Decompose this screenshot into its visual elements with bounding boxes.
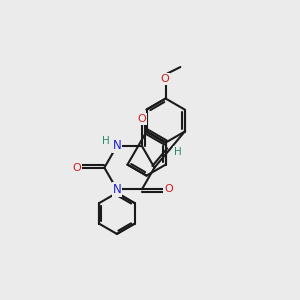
Text: H: H <box>173 146 181 157</box>
Text: O: O <box>164 184 173 194</box>
Text: N: N <box>112 183 121 196</box>
Text: N: N <box>112 140 121 152</box>
Text: O: O <box>137 114 146 124</box>
Text: H: H <box>102 136 110 146</box>
Text: O: O <box>161 74 170 84</box>
Text: O: O <box>73 163 81 173</box>
